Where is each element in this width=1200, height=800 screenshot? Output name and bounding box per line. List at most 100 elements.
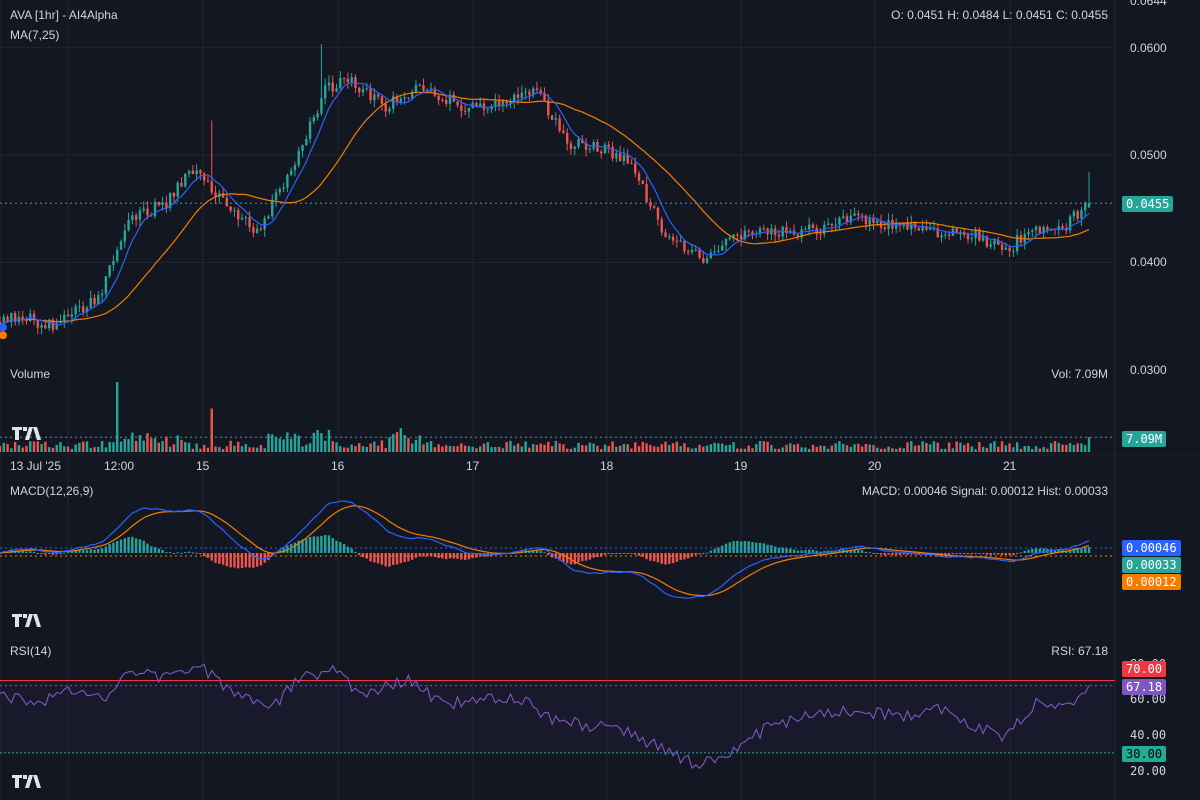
- macd-histogram-bar: [399, 553, 403, 564]
- volume-bar: [278, 438, 282, 452]
- macd-histogram-bar: [210, 553, 213, 561]
- volume-bar: [807, 448, 811, 452]
- volume-bar: [308, 443, 312, 452]
- volume-bar: [872, 445, 875, 452]
- volume-bar: [819, 445, 822, 452]
- macd-histogram-bar: [388, 553, 391, 567]
- candle-body: [955, 228, 958, 233]
- macd-histogram-bar: [637, 553, 641, 556]
- candle-body: [917, 227, 921, 231]
- volume-bar: [679, 446, 682, 452]
- volume-bar: [494, 446, 497, 452]
- candle-body: [361, 89, 365, 93]
- candle-body: [320, 98, 323, 114]
- candle-body: [399, 98, 403, 103]
- macd-histogram-bar: [686, 553, 690, 559]
- volume-bar: [573, 447, 576, 452]
- volume-bar: [44, 441, 47, 452]
- volume-bar: [414, 439, 418, 452]
- volume-bar: [528, 447, 531, 452]
- candle-body: [127, 220, 130, 231]
- volume-bar: [66, 446, 70, 452]
- volume-bar: [100, 441, 104, 452]
- candle-body: [21, 316, 24, 320]
- candle-body: [743, 230, 747, 240]
- volume-bar: [384, 448, 387, 452]
- volume-bar: [255, 447, 259, 452]
- volume-bar: [131, 432, 134, 452]
- candle-body: [1072, 211, 1076, 217]
- macd-histogram-bar: [535, 550, 539, 553]
- macd-histogram-bar: [603, 553, 607, 555]
- ma25-line: [0, 91, 1090, 328]
- macd-histogram-bar: [785, 548, 788, 553]
- volume-bar: [320, 433, 323, 452]
- candle-body: [66, 314, 70, 317]
- macd-histogram-bar: [134, 538, 138, 553]
- candle-body: [573, 146, 576, 149]
- volume-bar: [456, 446, 459, 452]
- macd-histogram-bar: [108, 544, 111, 553]
- macd-histogram-bar: [819, 551, 822, 553]
- candle-body: [206, 180, 210, 182]
- volume-bar: [686, 447, 690, 452]
- macd-histogram-bar: [762, 543, 766, 553]
- macd-histogram-bar: [815, 550, 818, 553]
- volume-bar: [1012, 447, 1015, 452]
- candle-body: [134, 215, 138, 220]
- volume-bar: [263, 448, 266, 452]
- candle-body: [539, 90, 542, 94]
- macd-histogram-bar: [184, 552, 187, 554]
- macd-histogram-bar: [838, 549, 841, 553]
- macd-histogram-bar: [146, 543, 149, 553]
- macd-histogram-bar: [100, 548, 104, 553]
- volume-bar: [853, 444, 856, 452]
- macd-histogram-bar: [864, 551, 868, 553]
- candle-body: [108, 265, 111, 277]
- volume-bar: [327, 429, 331, 452]
- candle-body: [611, 146, 614, 159]
- macd-histogram-bar: [550, 553, 554, 558]
- macd-histogram-bar: [395, 553, 399, 565]
- volume-bar: [259, 444, 263, 452]
- time-axis-label: 18: [600, 459, 614, 473]
- candle-body: [925, 226, 928, 230]
- volume-bar: [2, 442, 5, 452]
- candle-body: [849, 215, 852, 223]
- volume-bar: [622, 443, 626, 452]
- macd-histogram-bar: [229, 553, 232, 568]
- macd-histogram-bar: [1072, 548, 1076, 553]
- candle-body: [494, 100, 497, 107]
- volume-bar: [524, 441, 527, 452]
- volume-bar: [214, 446, 217, 452]
- volume-bar: [471, 446, 474, 452]
- macd-histogram-bar: [301, 539, 304, 553]
- candle-body: [577, 139, 580, 147]
- candle-body: [679, 240, 682, 242]
- candle-body: [796, 234, 800, 238]
- volume-bar: [547, 441, 550, 452]
- volume-bar: [804, 447, 807, 452]
- volume-bar: [479, 446, 482, 452]
- candle-body: [78, 306, 81, 308]
- macd-histogram-bar: [652, 553, 656, 562]
- volume-bar: [233, 445, 236, 452]
- macd-histogram-bar: [713, 548, 716, 553]
- macd-histogram-bar: [1012, 553, 1015, 556]
- macd-histogram-bar: [588, 553, 592, 560]
- price-tick-label: 0.0300: [1130, 363, 1167, 377]
- volume-bar: [630, 448, 633, 452]
- macd-histogram-bar: [807, 549, 811, 553]
- volume-bar: [615, 446, 618, 452]
- candle-body: [426, 89, 429, 91]
- macd-histogram-bar: [55, 553, 58, 555]
- candle-body: [293, 165, 297, 171]
- candle-body: [959, 231, 962, 233]
- macd-histogram-bar: [853, 549, 856, 553]
- candle-body: [403, 97, 406, 99]
- macd-histogram-bar: [335, 540, 338, 553]
- candle-body: [1000, 244, 1004, 250]
- volume-bar: [0, 445, 2, 452]
- candle-body: [721, 245, 724, 251]
